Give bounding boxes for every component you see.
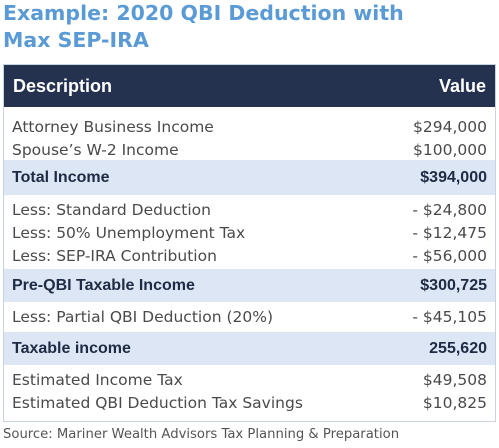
row-label: Estimated QBI Deduction Tax Savings (12, 393, 303, 412)
row-label: Spouse’s W-2 Income (12, 140, 179, 159)
pre-qbi-value: $300,725 (420, 276, 487, 294)
table-row: Less: Partial QBI Deduction (20%) - $45,… (12, 306, 487, 329)
source-note: Source: Mariner Wealth Advisors Tax Plan… (3, 427, 400, 442)
row-value: - $45,105 (412, 308, 487, 326)
table-header: Description Value (4, 65, 495, 107)
document-title: Example: 2020 QBI Deduction with Max SEP… (3, 0, 493, 54)
table-row: Spouse’s W-2 Income $100,000 (12, 138, 487, 161)
table-row: Less: SEP-IRA Contribution - $56,000 (12, 244, 487, 267)
title-line-2: Max SEP-IRA (3, 28, 149, 52)
row-label: Less: Standard Deduction (12, 200, 211, 219)
row-value: - $56,000 (412, 246, 487, 265)
income-group: Attorney Business Income $294,000 Spouse… (4, 107, 495, 160)
row-value: $294,000 (413, 117, 487, 136)
row-value: $49,508 (422, 370, 487, 389)
deductions-group: Less: Standard Deduction - $24,800 Less:… (4, 195, 495, 269)
row-label: Attorney Business Income (12, 117, 214, 136)
header-value: Value (438, 75, 486, 96)
table-row: Estimated Income Tax $49,508 (12, 368, 487, 391)
row-value: $100,000 (413, 140, 487, 159)
pre-qbi-row: Pre-QBI Taxable Income $300,725 (4, 269, 495, 302)
qbi-deduction-table: Description Value Attorney Business Inco… (3, 64, 496, 422)
taxable-income-row: Taxable income 255,620 (4, 332, 495, 365)
table-row: Estimated QBI Deduction Tax Savings $10,… (12, 391, 487, 414)
taxable-income-label: Taxable income (12, 339, 131, 357)
table-row: Less: Standard Deduction - $24,800 (12, 198, 487, 221)
header-description: Description (13, 75, 113, 96)
row-value: $10,825 (422, 393, 487, 412)
total-income-label: Total Income (12, 168, 110, 186)
pre-qbi-label: Pre-QBI Taxable Income (12, 276, 195, 294)
row-value: - $24,800 (412, 200, 487, 219)
total-income-row: Total Income $394,000 (4, 160, 495, 195)
table-row: Attorney Business Income $294,000 (12, 115, 487, 138)
row-label: Less: Partial QBI Deduction (20%) (12, 308, 273, 326)
row-label: Less: 50% Unemployment Tax (12, 223, 246, 242)
title-line-1: Example: 2020 QBI Deduction with (3, 1, 404, 25)
table-row: Less: 50% Unemployment Tax - $12,475 (12, 221, 487, 244)
row-label: Less: SEP-IRA Contribution (12, 246, 217, 265)
qbi-deduction-group: Less: Partial QBI Deduction (20%) - $45,… (4, 302, 495, 332)
taxable-income-value: 255,620 (429, 339, 487, 357)
row-value: - $12,475 (412, 223, 487, 242)
row-label: Estimated Income Tax (12, 370, 183, 389)
tax-group: Estimated Income Tax $49,508 Estimated Q… (4, 365, 495, 421)
total-income-value: $394,000 (420, 168, 487, 186)
